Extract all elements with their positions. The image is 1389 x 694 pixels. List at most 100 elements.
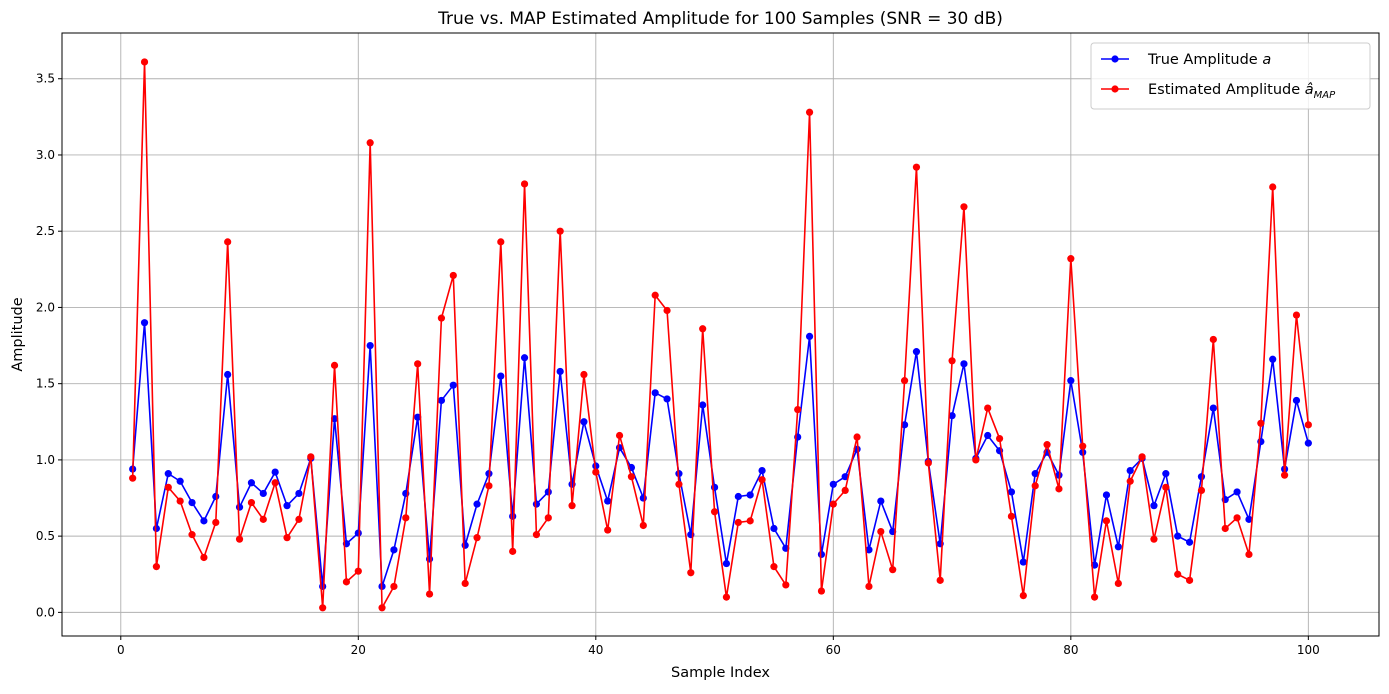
data-point	[1102, 517, 1111, 525]
data-point	[841, 473, 849, 481]
y-tick-label: 0.0	[36, 605, 55, 619]
chart-title: True vs. MAP Estimated Amplitude for 100…	[437, 9, 1003, 29]
data-point	[1304, 439, 1312, 447]
legend-box	[1090, 42, 1371, 110]
data-point	[176, 477, 184, 485]
data-point	[1031, 482, 1039, 490]
data-point	[900, 377, 909, 385]
y-tick-label: 1.5	[36, 377, 55, 391]
data-point	[188, 498, 196, 507]
series-layer	[129, 58, 1312, 612]
data-point	[235, 535, 244, 543]
data-point	[366, 139, 374, 147]
data-point	[437, 396, 446, 405]
data-point	[307, 453, 315, 461]
data-point	[402, 514, 410, 522]
data-point	[1197, 486, 1206, 494]
y-tick-label: 3.0	[36, 148, 55, 162]
y-tick-label: 1.0	[36, 453, 55, 467]
data-point	[865, 546, 873, 554]
data-point	[604, 526, 612, 534]
data-point	[1245, 550, 1253, 559]
data-point	[497, 372, 505, 380]
data-point	[651, 291, 659, 299]
data-point	[972, 456, 980, 464]
legend-entry: True Amplitude a	[1101, 52, 1271, 68]
x-tick-label: 60	[826, 643, 841, 657]
data-point	[319, 604, 327, 612]
data-point	[295, 515, 303, 523]
data-point	[663, 395, 671, 403]
data-point	[639, 494, 647, 502]
data-point	[841, 486, 849, 494]
data-point	[1090, 593, 1099, 601]
data-point	[1126, 477, 1134, 485]
data-point	[746, 517, 754, 525]
data-point	[1292, 311, 1301, 319]
data-point	[948, 357, 956, 365]
data-point	[734, 492, 742, 501]
data-point	[176, 497, 184, 505]
data-point	[520, 180, 529, 188]
data-point	[782, 581, 790, 589]
data-point	[960, 360, 968, 368]
data-point	[829, 480, 837, 488]
data-point	[390, 582, 398, 591]
legend: True Amplitude a Estimated Amplitude âMAP	[1090, 42, 1371, 110]
data-point	[532, 500, 541, 508]
data-point	[556, 227, 564, 235]
data-point	[354, 529, 362, 537]
data-point	[271, 479, 279, 487]
data-point	[532, 531, 541, 539]
data-point	[889, 566, 897, 574]
data-point	[1162, 470, 1170, 478]
x-tick-label: 80	[1063, 643, 1078, 657]
data-point	[1102, 491, 1111, 499]
data-point	[556, 367, 564, 376]
data-point	[592, 468, 600, 476]
data-point	[437, 314, 446, 322]
data-point	[770, 524, 778, 533]
data-point	[817, 550, 826, 559]
data-point	[746, 491, 754, 499]
data-point	[960, 203, 968, 211]
data-point	[734, 518, 742, 527]
data-point	[829, 500, 837, 508]
data-point	[1185, 538, 1194, 546]
data-point	[770, 563, 778, 571]
data-point	[212, 492, 220, 501]
data-point	[1257, 419, 1265, 427]
data-point	[1150, 535, 1158, 543]
x-tick-label: 40	[588, 643, 603, 657]
data-point	[461, 579, 469, 587]
y-tick-label: 2.5	[36, 224, 55, 238]
y-tick-label: 0.5	[36, 529, 55, 543]
data-point	[1292, 396, 1301, 405]
data-point	[414, 360, 422, 368]
legend-entry: Estimated Amplitude âMAP	[1101, 82, 1336, 101]
data-point	[330, 361, 339, 369]
x-tick-label: 100	[1297, 643, 1320, 657]
data-point	[283, 534, 291, 542]
x-tick-label: 20	[351, 643, 366, 657]
data-point	[877, 527, 885, 536]
legend-entries: True Amplitude a Estimated Amplitude âMAP	[1101, 52, 1336, 101]
data-point	[675, 480, 683, 488]
data-point	[817, 587, 826, 595]
data-point	[604, 497, 612, 505]
x-axis-label: Sample Index	[671, 665, 770, 681]
data-point	[425, 590, 434, 598]
data-point	[461, 541, 469, 549]
data-point	[627, 473, 636, 481]
data-point	[1055, 485, 1063, 493]
data-point	[699, 401, 707, 409]
legend-marker	[1111, 55, 1119, 63]
plot-area-frame	[61, 32, 1380, 637]
data-point	[1067, 255, 1075, 263]
grid	[62, 33, 1379, 636]
data-point	[1269, 183, 1277, 191]
data-point	[1162, 483, 1170, 491]
data-point	[984, 431, 992, 440]
legend-label: True Amplitude a	[1147, 52, 1271, 68]
data-point	[212, 518, 220, 527]
